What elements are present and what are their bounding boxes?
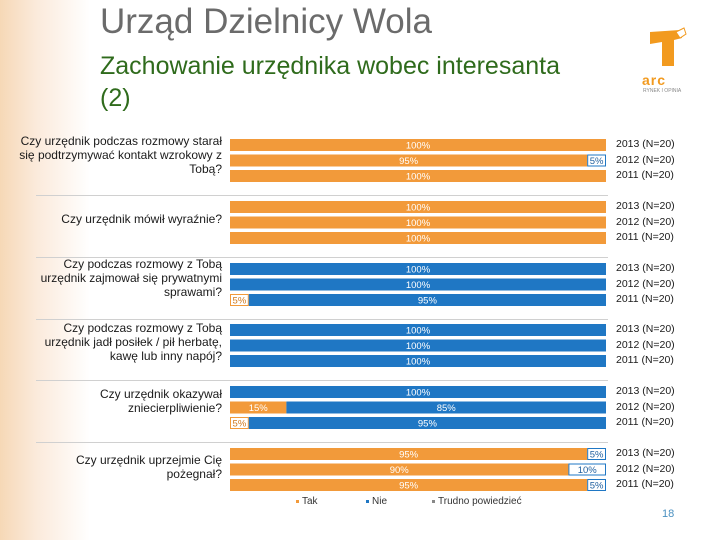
data-label-tak: 100%	[406, 172, 431, 183]
year-label: 2013 (N=20)	[616, 200, 675, 212]
year-label: 2013 (N=20)	[616, 447, 675, 459]
bar-segment-nie	[230, 339, 606, 352]
bar-segment-tak	[230, 139, 606, 151]
year-label: 2011 (N=20)	[616, 478, 674, 490]
year-label: 2012 (N=20)	[616, 338, 675, 351]
question-label: Czy podczas rozmowy z Tobą urzędnik jadł…	[44, 321, 222, 363]
data-label-nie: 10%	[578, 465, 598, 476]
legend-swatch-trudno	[432, 499, 435, 503]
logo-tagline: RYNEK I OPINIA	[643, 88, 682, 94]
data-label-tak: 5%	[233, 419, 247, 430]
bar-segment-nie	[230, 263, 606, 275]
bar-segment-tak	[230, 401, 287, 414]
bar-segment-tak	[230, 448, 588, 460]
data-label-box	[588, 480, 605, 490]
data-label-tak: 15%	[249, 403, 269, 414]
logo-text: arc	[642, 72, 667, 88]
bar-segment-tak	[230, 479, 588, 491]
bar-segment-nie	[248, 294, 607, 306]
data-label-nie: 5%	[590, 450, 604, 461]
data-label-nie: 100%	[406, 265, 431, 276]
bar-segment-nie	[230, 278, 606, 291]
question-label: Czy podczas rozmowy z Tobą urzędnik zajm…	[40, 257, 222, 299]
bar-segment-nie	[248, 417, 607, 429]
bar-segment-nie	[230, 386, 606, 398]
legend-swatch-nie	[366, 499, 369, 503]
year-label: 2012 (N=20)	[616, 400, 675, 413]
data-label-tak: 100%	[406, 234, 431, 245]
data-label-nie: 95%	[418, 296, 438, 307]
bar-segment-tak	[230, 201, 606, 213]
year-label: 2013 (N=20)	[616, 323, 675, 335]
data-label-nie: 85%	[437, 403, 457, 414]
legend-label-tak: Tak	[302, 496, 318, 507]
page-subtitle: Zachowanie urzędnika wobec interesanta (…	[100, 52, 560, 112]
group-separator	[36, 194, 608, 196]
page-title: Urząd Dzielnicy Wola	[100, 2, 432, 41]
question-label: Czy urzędnik podczas rozmowy starał się …	[19, 134, 222, 176]
bar-segment-tak	[230, 170, 606, 182]
data-label-box	[588, 155, 605, 166]
data-label-tak: 100%	[406, 141, 431, 152]
group-separator	[36, 318, 608, 320]
data-label-tak: 95%	[399, 481, 419, 492]
question-label: Czy urzędnik uprzejmie Cię pożegnał?	[75, 453, 222, 481]
legend-item-trudno: Trudno powiedzieć	[432, 496, 522, 507]
bar-segment-nie	[286, 401, 606, 414]
data-label-tak: 95%	[399, 156, 419, 167]
data-label-nie: 100%	[406, 357, 431, 368]
year-label: 2011 (N=20)	[616, 231, 674, 243]
data-label-nie: 5%	[590, 156, 604, 167]
page-number: 18	[662, 508, 675, 520]
data-label-nie: 100%	[406, 326, 431, 337]
data-label-nie: 95%	[418, 419, 438, 430]
legend-item-nie: Nie	[366, 496, 387, 507]
data-label-tak: 100%	[406, 203, 431, 214]
arc-logo-icon	[650, 27, 687, 66]
data-label-nie: 5%	[590, 481, 604, 492]
data-label-tak: 90%	[390, 465, 410, 476]
group-separator	[36, 441, 608, 443]
data-label-box	[569, 464, 605, 475]
bar-segment-tak	[230, 463, 569, 476]
question-label: Czy urzędnik okazywał zniecierpliwienie?	[99, 387, 222, 415]
year-label: 2011 (N=20)	[616, 169, 674, 181]
legend-item-tak: Tak	[296, 496, 318, 507]
data-label-nie: 100%	[406, 388, 431, 399]
year-label: 2011 (N=20)	[616, 293, 674, 305]
year-label: 2011 (N=20)	[616, 354, 674, 366]
year-label: 2012 (N=20)	[616, 153, 675, 166]
question-label: Czy urzędnik mówił wyraźnie?	[61, 212, 222, 226]
data-label-tak: 95%	[399, 450, 419, 461]
bar-segment-nie	[230, 324, 606, 336]
data-label-box	[231, 418, 248, 428]
group-separator	[36, 379, 608, 381]
data-label-box	[231, 295, 248, 305]
data-label-tak: 5%	[233, 296, 247, 307]
decorative-gradient	[0, 0, 90, 540]
year-label: 2012 (N=20)	[616, 462, 675, 475]
legend-swatch-tak	[296, 499, 299, 503]
year-label: 2013 (N=20)	[616, 138, 675, 150]
legend-label-nie: Nie	[372, 496, 388, 507]
data-label-nie: 100%	[406, 280, 431, 291]
year-label: 2013 (N=20)	[616, 262, 675, 274]
year-label: 2012 (N=20)	[616, 215, 675, 228]
legend-label-trudno: Trudno powiedzieć	[438, 496, 522, 507]
bar-segment-tak	[230, 216, 606, 229]
data-label-tak: 100%	[406, 218, 431, 229]
bar-segment-tak	[230, 154, 588, 167]
year-label: 2011 (N=20)	[616, 416, 674, 428]
data-label-box	[588, 449, 605, 459]
bar-segment-nie	[230, 355, 606, 367]
data-label-nie: 100%	[406, 341, 431, 352]
group-separator	[36, 256, 608, 258]
year-label: 2012 (N=20)	[616, 277, 675, 290]
bar-segment-tak	[230, 232, 606, 244]
year-label: 2013 (N=20)	[616, 385, 675, 397]
